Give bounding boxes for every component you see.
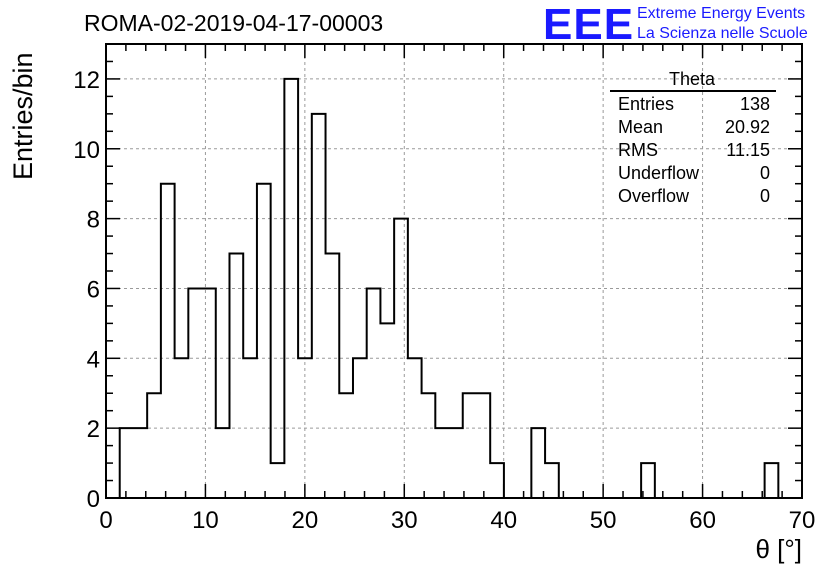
- y-tick-label: 12: [73, 67, 100, 94]
- y-tick-label: 8: [87, 207, 100, 234]
- logo-line-2: La Scienza nelle Scuole: [637, 25, 808, 42]
- stats-label: Mean: [618, 117, 664, 137]
- stats-label: Underflow: [618, 163, 700, 183]
- chart-title: ROMA-02-2019-04-17-00003: [84, 10, 384, 36]
- y-tick-label: 10: [73, 137, 100, 164]
- y-tick-label: 6: [87, 276, 100, 303]
- x-tick-label: 20: [292, 507, 319, 534]
- stats-row: Mean 20.92: [606, 116, 778, 139]
- x-tick-label: 30: [391, 507, 418, 534]
- x-axis-label: θ [°]: [755, 534, 802, 564]
- stats-row: RMS 11.15: [606, 139, 778, 162]
- stats-label: RMS: [618, 140, 658, 160]
- stats-value: 138: [739, 94, 770, 114]
- x-tick-label: 50: [590, 507, 617, 534]
- stats-value: 0: [759, 163, 770, 183]
- x-tick-label: 0: [99, 507, 112, 534]
- stats-box: Theta Entries 138 Mean 20.92 RMS 11.15 Unde…: [606, 68, 778, 208]
- y-tick-label: 4: [87, 346, 100, 373]
- stats-value: 20.92: [724, 117, 770, 137]
- x-tick-label: 40: [490, 507, 517, 534]
- x-tick-label: 70: [789, 507, 816, 534]
- stats-value: 0: [759, 186, 770, 206]
- eee-logo: EEE: [543, 0, 635, 49]
- x-tick-label: 10: [192, 507, 219, 534]
- x-tick-label: 60: [689, 507, 716, 534]
- histogram-line: [118, 77, 780, 499]
- plot-frame: [105, 43, 803, 499]
- tick-labels: 0 10 20 30 40 50 60 70 0 2 4 6 8 10 12: [73, 67, 815, 534]
- y-tick-label: 2: [87, 416, 100, 443]
- y-axis-label: Entries/bin: [8, 52, 38, 180]
- logo-line-1: Extreme Energy Events: [637, 5, 806, 22]
- stats-value: 11.15: [726, 140, 770, 160]
- stats-row: Overflow 0: [606, 185, 778, 208]
- stats-row: Underflow 0: [606, 162, 778, 185]
- stats-label: Overflow: [618, 186, 690, 206]
- axis-ticks: [105, 43, 803, 499]
- stats-row: Entries 138: [606, 93, 778, 116]
- stats-title: Theta: [668, 69, 716, 89]
- y-tick-label: 0: [87, 486, 100, 513]
- stats-divider: [610, 90, 776, 92]
- stats-label: Entries: [618, 94, 675, 114]
